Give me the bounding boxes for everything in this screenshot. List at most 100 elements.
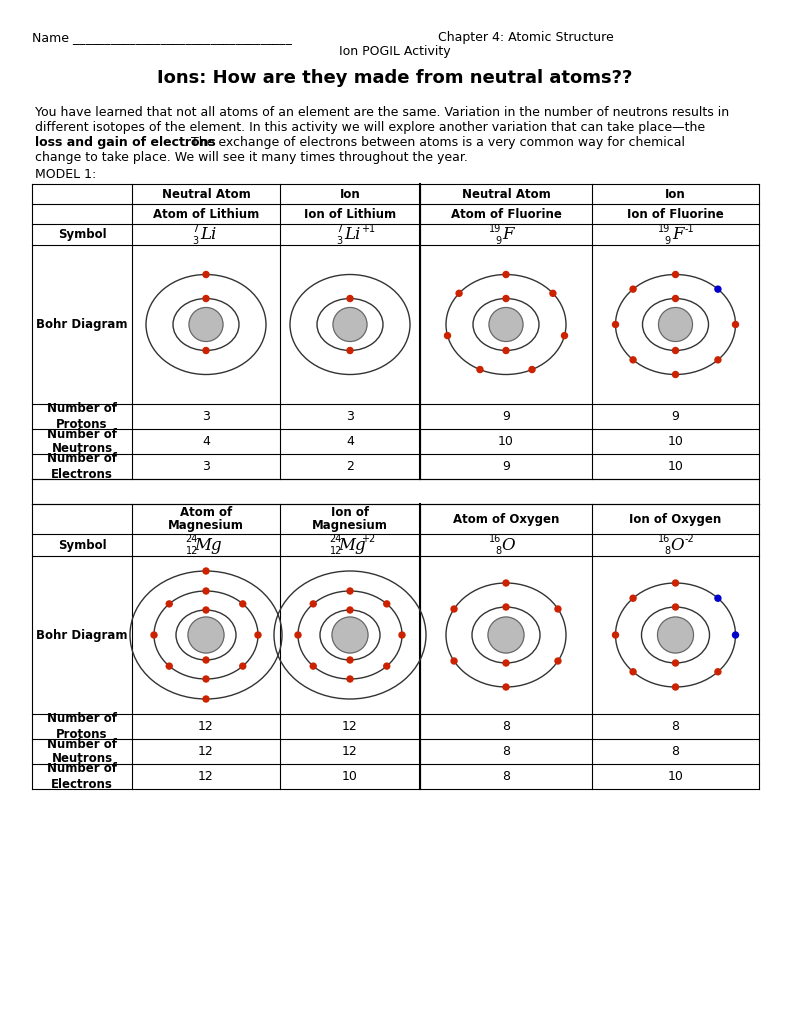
Text: Number of
Protons: Number of Protons xyxy=(47,402,117,430)
Text: 3: 3 xyxy=(202,410,210,423)
Circle shape xyxy=(456,291,462,296)
Circle shape xyxy=(672,604,679,610)
Circle shape xyxy=(384,664,390,669)
Circle shape xyxy=(529,367,535,373)
Text: Ion POGIL Activity: Ion POGIL Activity xyxy=(339,45,451,58)
Text: 24: 24 xyxy=(186,534,198,544)
Circle shape xyxy=(399,632,405,638)
Circle shape xyxy=(715,669,721,675)
Circle shape xyxy=(715,356,721,362)
Text: Neutral Atom: Neutral Atom xyxy=(161,187,251,201)
Circle shape xyxy=(630,669,636,675)
Text: 9: 9 xyxy=(495,236,501,246)
Text: 10: 10 xyxy=(668,460,683,473)
Circle shape xyxy=(503,271,509,278)
Text: Chapter 4: Atomic Structure: Chapter 4: Atomic Structure xyxy=(438,31,614,44)
Text: -1: -1 xyxy=(684,223,694,233)
Circle shape xyxy=(672,296,679,301)
Text: 3: 3 xyxy=(346,410,354,423)
Circle shape xyxy=(347,296,353,301)
Circle shape xyxy=(672,347,679,353)
Text: 9: 9 xyxy=(502,460,510,473)
Text: Name ___________________________________: Name ___________________________________ xyxy=(32,31,292,44)
Text: 12: 12 xyxy=(198,770,214,783)
Text: 10: 10 xyxy=(668,770,683,783)
Text: Li: Li xyxy=(344,226,360,243)
Circle shape xyxy=(503,684,509,690)
Text: Magnesium: Magnesium xyxy=(168,518,244,531)
Text: +2: +2 xyxy=(361,534,375,544)
Circle shape xyxy=(715,286,721,292)
Circle shape xyxy=(555,606,561,612)
Text: 8: 8 xyxy=(502,720,510,733)
Text: Mg: Mg xyxy=(194,537,221,554)
Text: Symbol: Symbol xyxy=(58,539,106,552)
Text: 16: 16 xyxy=(658,534,671,544)
Circle shape xyxy=(255,632,261,638)
Text: +1: +1 xyxy=(361,223,375,233)
Text: 3: 3 xyxy=(336,236,342,246)
Circle shape xyxy=(347,676,353,682)
Text: Number of
Electrons: Number of Electrons xyxy=(47,453,117,480)
Circle shape xyxy=(612,322,619,328)
Text: change to take place. We will see it many times throughout the year.: change to take place. We will see it man… xyxy=(35,151,467,164)
Circle shape xyxy=(166,601,172,607)
Text: 10: 10 xyxy=(668,435,683,449)
Circle shape xyxy=(347,657,353,663)
Text: 9: 9 xyxy=(502,410,510,423)
Circle shape xyxy=(203,568,209,574)
Text: MODEL 1:: MODEL 1: xyxy=(35,168,97,181)
Text: Ion: Ion xyxy=(339,187,361,201)
Circle shape xyxy=(658,307,692,341)
Text: 7: 7 xyxy=(335,223,342,233)
Text: 12: 12 xyxy=(198,720,214,733)
Text: 2: 2 xyxy=(346,460,354,473)
Circle shape xyxy=(332,617,368,653)
Circle shape xyxy=(451,658,457,664)
Text: Ion: Ion xyxy=(665,187,686,201)
Circle shape xyxy=(188,617,224,653)
Circle shape xyxy=(672,660,679,666)
Text: 3: 3 xyxy=(192,236,198,246)
Circle shape xyxy=(489,307,523,341)
Circle shape xyxy=(203,588,209,594)
Circle shape xyxy=(503,347,509,353)
Circle shape xyxy=(503,660,509,666)
Text: Number of
Electrons: Number of Electrons xyxy=(47,763,117,791)
Circle shape xyxy=(488,617,524,653)
Circle shape xyxy=(732,322,739,328)
Circle shape xyxy=(203,296,209,301)
Text: 12: 12 xyxy=(186,546,198,556)
Text: Symbol: Symbol xyxy=(58,228,106,241)
Text: Bohr Diagram: Bohr Diagram xyxy=(36,629,128,641)
Circle shape xyxy=(203,347,209,353)
Text: Number of
Neutrons: Number of Neutrons xyxy=(47,737,117,766)
Circle shape xyxy=(715,595,721,601)
Text: Ion of Fluorine: Ion of Fluorine xyxy=(627,208,724,220)
Text: O: O xyxy=(501,537,515,554)
Text: Atom of Lithium: Atom of Lithium xyxy=(153,208,259,220)
Text: Atom of: Atom of xyxy=(180,507,232,519)
Text: 4: 4 xyxy=(202,435,210,449)
Text: 9: 9 xyxy=(672,410,679,423)
Text: Magnesium: Magnesium xyxy=(312,518,388,531)
Circle shape xyxy=(203,676,209,682)
Circle shape xyxy=(333,307,367,341)
Text: 8: 8 xyxy=(495,546,501,556)
Text: Atom of Oxygen: Atom of Oxygen xyxy=(452,512,559,525)
Text: Ions: How are they made from neutral atoms??: Ions: How are they made from neutral ato… xyxy=(157,69,633,87)
Text: Li: Li xyxy=(200,226,216,243)
Text: 8: 8 xyxy=(502,770,510,783)
Text: Ion of Lithium: Ion of Lithium xyxy=(304,208,396,220)
Circle shape xyxy=(203,271,209,278)
Text: 3: 3 xyxy=(202,460,210,473)
Text: 8: 8 xyxy=(664,546,671,556)
Text: 12: 12 xyxy=(198,745,214,758)
Circle shape xyxy=(203,657,209,663)
Circle shape xyxy=(657,617,694,653)
Text: You have learned that not all atoms of an element are the same. Variation in the: You have learned that not all atoms of a… xyxy=(35,106,729,119)
Circle shape xyxy=(550,291,556,296)
Text: -2: -2 xyxy=(684,534,694,544)
Text: F: F xyxy=(672,226,683,243)
Text: Ion of Oxygen: Ion of Oxygen xyxy=(630,512,721,525)
